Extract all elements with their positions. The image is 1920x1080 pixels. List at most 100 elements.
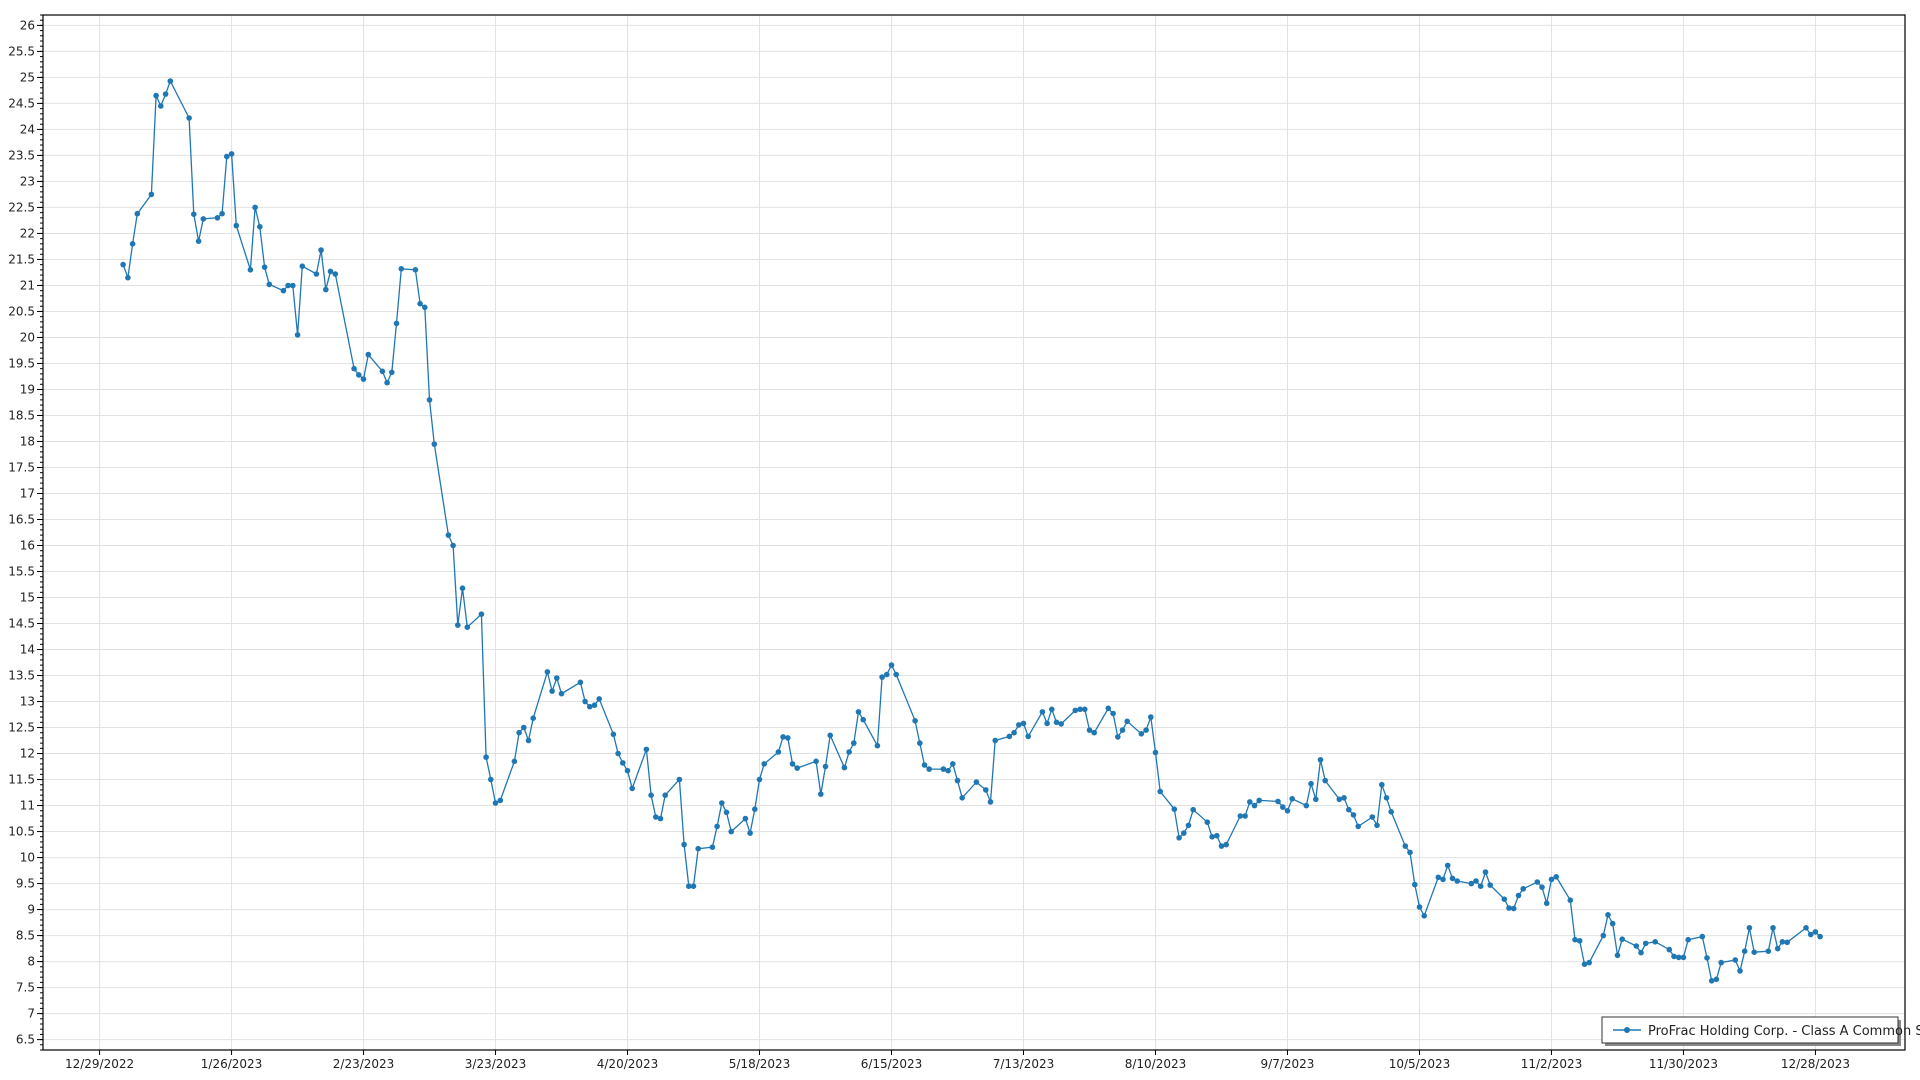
y-tick-label: 12 (20, 747, 35, 761)
y-tick-label: 25.5 (8, 44, 35, 58)
data-point (228, 151, 235, 157)
y-tick-label: 18 (20, 434, 35, 448)
data-point (789, 761, 796, 767)
data-point (596, 696, 602, 702)
data-point (1082, 706, 1088, 713)
x-tick-label: 12/28/2023 (1781, 1057, 1850, 1071)
data-point (1803, 925, 1809, 931)
data-point (153, 92, 159, 99)
data-point (912, 718, 918, 724)
data-point (785, 735, 791, 741)
data-point (1157, 788, 1163, 795)
y-tick-label: 10.5 (8, 825, 35, 839)
data-point (1355, 823, 1361, 830)
data-point (549, 688, 555, 694)
data-point (1020, 720, 1027, 727)
data-point (709, 844, 716, 850)
data-point (195, 238, 202, 244)
data-point (1477, 883, 1484, 889)
x-tick-label: 12/29/2022 (65, 1057, 134, 1071)
data-point (351, 365, 357, 372)
y-tick-label: 23 (20, 174, 35, 188)
data-point (1190, 806, 1196, 813)
data-point (1444, 862, 1451, 869)
data-point (530, 715, 536, 721)
y-axis: 6.5 7 7.5 8 8.5 9 9.5 10 10.5 11 11.5 12 12.5 13 13.5 1… (8, 14, 43, 1051)
data-point (1633, 943, 1640, 949)
data-point (1077, 706, 1083, 713)
data-point (1256, 797, 1262, 804)
data-point (224, 153, 230, 160)
y-tick-label: 15 (20, 591, 35, 605)
data-point (497, 797, 504, 804)
data-point (313, 271, 320, 277)
data-point (1214, 832, 1220, 839)
data-point (879, 674, 885, 680)
data-point (450, 542, 456, 549)
data-point (855, 709, 862, 715)
data-point (389, 369, 395, 376)
data-point (356, 372, 362, 378)
data-point (841, 764, 848, 771)
data-point (252, 204, 258, 211)
data-point (926, 766, 932, 772)
data-point (1058, 721, 1064, 727)
data-point (695, 845, 701, 852)
data-point (1581, 961, 1588, 967)
data-point (327, 268, 334, 275)
data-point (1025, 733, 1031, 740)
data-point (445, 532, 452, 538)
data-point (1718, 959, 1724, 966)
data-point (1699, 933, 1706, 940)
y-tick-label: 19.5 (8, 356, 35, 370)
grid (43, 15, 1905, 1050)
data-point (1751, 949, 1757, 955)
data-point (134, 210, 141, 217)
y-tick-label: 21.5 (8, 252, 35, 266)
data-point (959, 795, 965, 801)
x-tick-label: 7/13/2023 (993, 1057, 1055, 1071)
data-point (1242, 813, 1248, 819)
data-point (1543, 900, 1550, 907)
data-point (1675, 954, 1682, 961)
data-point (1449, 875, 1456, 882)
data-point (1614, 952, 1621, 959)
data-point (478, 611, 485, 617)
x-tick-label: 2/23/2023 (333, 1057, 395, 1071)
data-point (917, 740, 923, 746)
y-tick-label: 19 (20, 382, 35, 396)
y-tick-label: 14 (20, 643, 35, 657)
data-point (662, 792, 668, 798)
data-point (455, 622, 461, 628)
data-point (1741, 948, 1748, 954)
x-tick-label: 11/30/2023 (1649, 1057, 1718, 1071)
data-point (780, 734, 786, 740)
data-point (1308, 780, 1314, 787)
data-point (888, 662, 895, 668)
data-point (1350, 812, 1357, 818)
data-point (624, 767, 631, 774)
data-point (1379, 781, 1385, 788)
data-point (657, 815, 664, 822)
data-point (459, 585, 466, 591)
y-tick-label: 15.5 (8, 565, 35, 579)
data-point (1482, 869, 1489, 875)
data-point (1765, 948, 1772, 954)
data-point (417, 300, 423, 307)
data-point (318, 247, 324, 253)
data-point (360, 376, 367, 382)
data-point (1289, 796, 1295, 802)
data-point (884, 671, 890, 678)
data-point (1105, 705, 1112, 712)
data-point (398, 266, 405, 272)
data-point (1275, 798, 1281, 805)
data-point (591, 702, 598, 708)
data-point (587, 703, 593, 710)
data-point (610, 731, 617, 738)
data-point (148, 191, 155, 198)
data-point (186, 115, 192, 121)
data-point (1652, 939, 1658, 945)
data-point (1671, 953, 1677, 960)
data-point (747, 830, 753, 836)
data-point (1247, 799, 1253, 805)
